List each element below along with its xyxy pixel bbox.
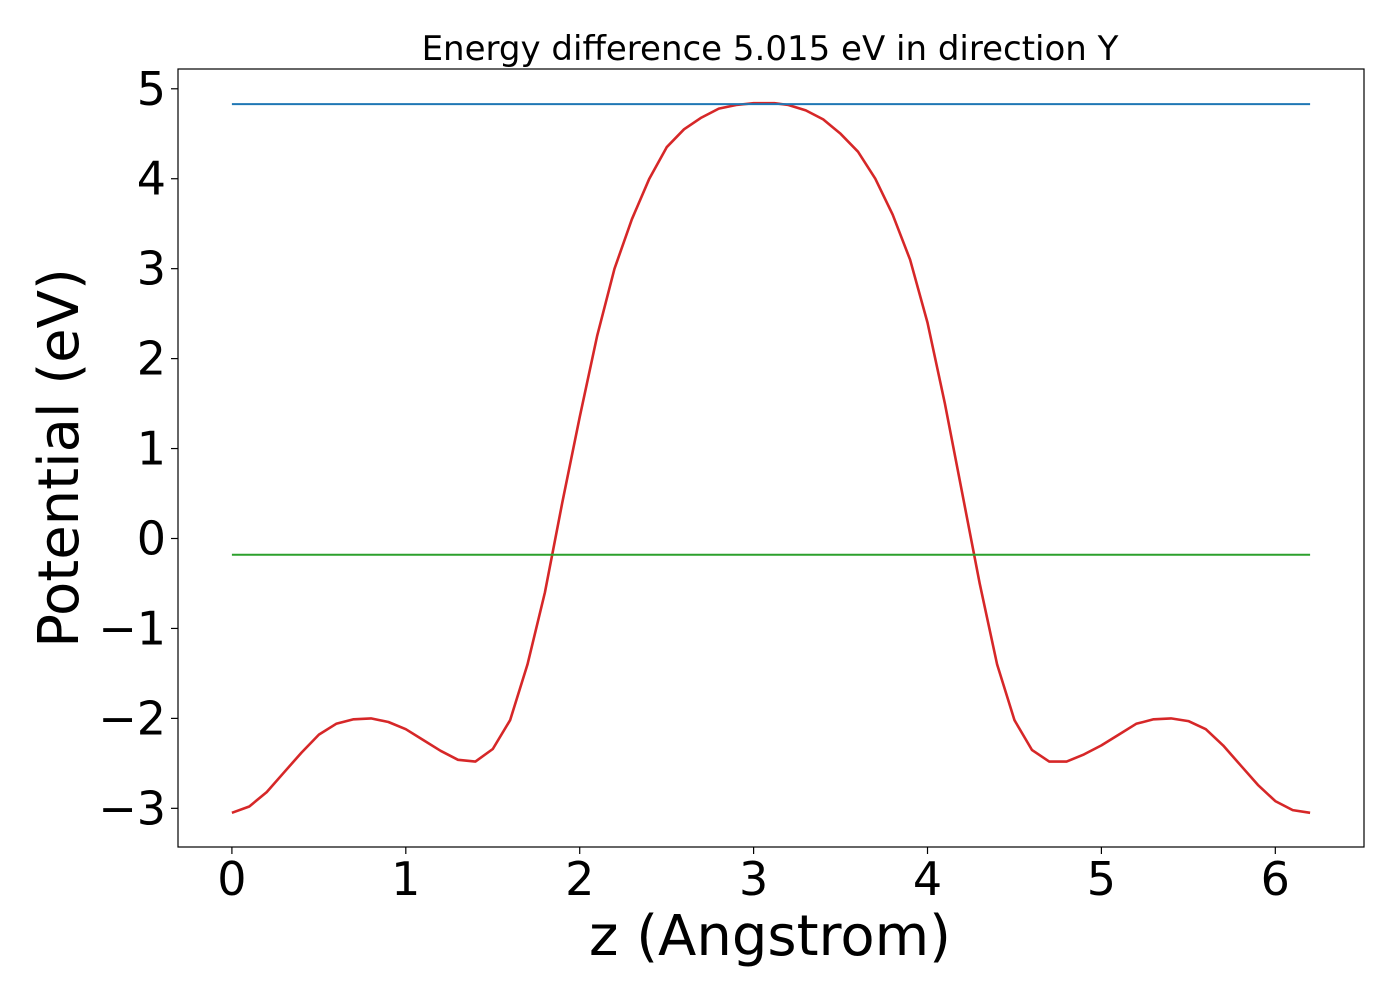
x-axis-ticks: 0 1 2 3 4 5 6 (217, 847, 1290, 906)
y-tick-label: 2 (137, 332, 166, 386)
x-tick-label: 1 (391, 852, 420, 906)
y-axis-ticks: −3 −2 −1 0 1 2 3 4 5 (98, 62, 178, 835)
y-tick-label: 1 (137, 422, 166, 476)
x-tick-label: 5 (1087, 852, 1116, 906)
x-tick-label: 6 (1261, 852, 1290, 906)
chart-title: Energy difference 5.015 eV in direction … (422, 29, 1119, 69)
y-tick-label: −1 (98, 601, 166, 655)
y-tick-label: −3 (98, 781, 166, 835)
y-tick-label: 5 (137, 62, 166, 116)
y-tick-label: 0 (137, 511, 166, 565)
series-layer (231, 101, 1311, 815)
x-axis-label: z (Angstrom) (589, 904, 951, 969)
x-tick-label: 4 (913, 852, 942, 906)
plot-frame (177, 68, 1365, 848)
x-tick-label: 0 (217, 852, 246, 906)
y-tick-label: −2 (98, 691, 166, 745)
y-axis-label: Potential (eV) (27, 268, 92, 648)
y-tick-label: 3 (137, 242, 166, 296)
x-tick-label: 3 (739, 852, 768, 906)
y-tick-label: 4 (137, 152, 166, 206)
x-tick-label: 2 (565, 852, 594, 906)
